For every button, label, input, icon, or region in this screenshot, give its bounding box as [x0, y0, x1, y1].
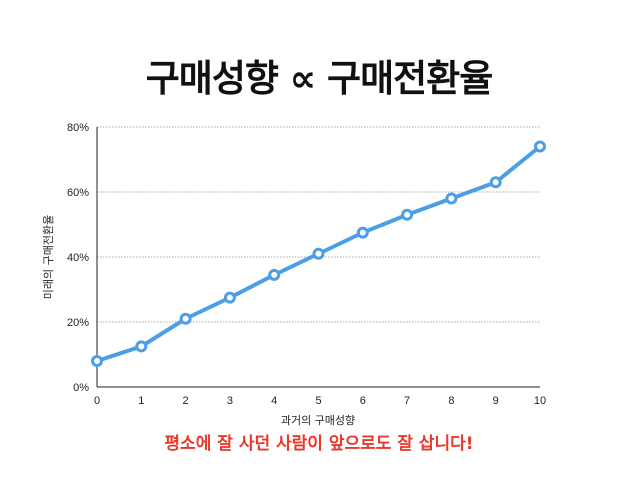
grid-lines: [97, 126, 540, 323]
y-tick-label: 20%: [67, 317, 89, 329]
x-tick-label: 1: [138, 395, 144, 407]
data-point: [489, 176, 502, 189]
y-tick-label: 40%: [67, 252, 89, 264]
x-tick-label: 7: [404, 395, 410, 407]
y-tick-label: 0%: [73, 382, 89, 394]
y-tick-label: 80%: [67, 122, 89, 134]
data-point: [179, 312, 192, 325]
caption-text: 평소에 잘 사던 사람이 앞으로도 잘 삽니다!: [164, 434, 474, 454]
data-point: [135, 340, 148, 353]
data-point: [356, 226, 369, 239]
chart-title: 구매성향 ∝ 구매전환율: [145, 57, 493, 100]
data-point: [534, 140, 546, 153]
x-tick-label: 3: [227, 395, 233, 407]
x-tick-label: 0: [94, 395, 100, 407]
x-tick-label: 2: [183, 395, 189, 407]
data-point: [223, 291, 236, 304]
data-point: [445, 192, 458, 205]
axes: [96, 127, 540, 388]
x-tick-label: 10: [534, 395, 546, 407]
x-axis-label: 과거의 구매성향: [281, 414, 355, 427]
data-point: [401, 208, 414, 221]
x-tick-label: 9: [493, 395, 499, 407]
data-point: [312, 247, 325, 260]
x-tick-labels: 0 1 2 3 4 5 6 7 8 9 10: [94, 395, 546, 407]
x-tick-label: 5: [315, 395, 321, 407]
x-tick-label: 4: [271, 395, 277, 407]
y-axis-label: 미래의 구매전환율: [42, 215, 55, 299]
x-tick-label: 6: [360, 395, 366, 407]
y-tick-label: 60%: [67, 187, 89, 199]
data-point: [91, 355, 103, 367]
data-point: [268, 268, 281, 281]
y-tick-labels: 0% 20% 40% 60% 80%: [67, 122, 89, 394]
series-layer: [91, 140, 546, 367]
x-tick-label: 8: [448, 395, 454, 407]
